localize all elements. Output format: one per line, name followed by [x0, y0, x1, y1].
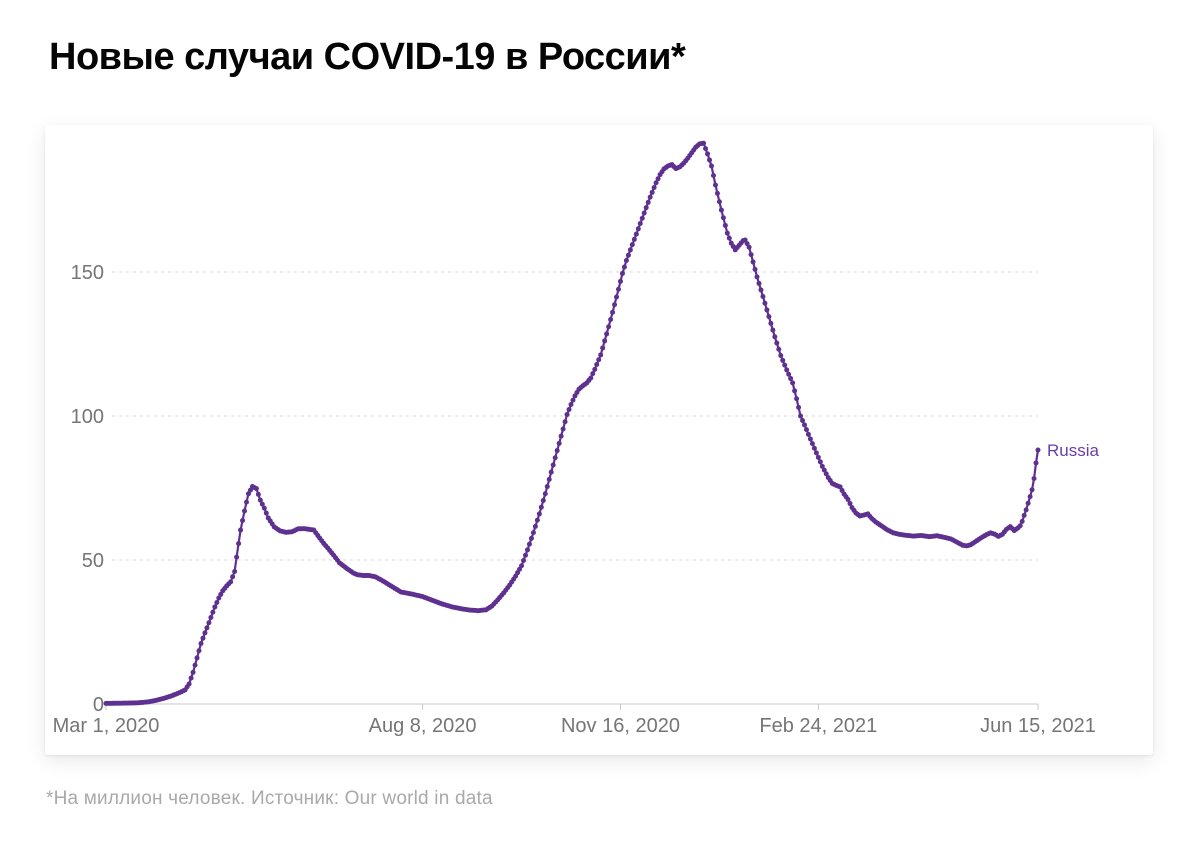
- x-tick-label-3: Feb 24, 2021: [759, 715, 877, 737]
- chart-title: Новые случаи COVID-19 в России*: [49, 36, 686, 78]
- chart-footnote: *На миллион человек. Источник: Our world…: [46, 788, 493, 809]
- y-tick-label-50: 50: [82, 550, 104, 572]
- line-chart: 0 50 100 150 Mar 1, 2020 Aug 8, 2020 Nov 16, 2…: [53, 140, 1100, 737]
- series-end-label: Russia: [1047, 441, 1100, 460]
- x-tick-label-1: Aug 8, 2020: [369, 715, 477, 737]
- y-tick-label-0: 0: [93, 694, 104, 716]
- series-line-russia: [104, 142, 1040, 705]
- y-tick-label-150: 150: [71, 262, 104, 284]
- chart-card: 0 50 100 150 Mar 1, 2020 Aug 8, 2020 Nov 16, 2…: [45, 125, 1153, 755]
- x-tick-label-0: Mar 1, 2020: [53, 715, 160, 737]
- series-points-russia: [103, 140, 1041, 706]
- x-tick-label-2: Nov 16, 2020: [561, 715, 680, 737]
- y-tick-label-100: 100: [71, 406, 104, 428]
- x-tick-label-4: Jun 15, 2021: [980, 715, 1096, 737]
